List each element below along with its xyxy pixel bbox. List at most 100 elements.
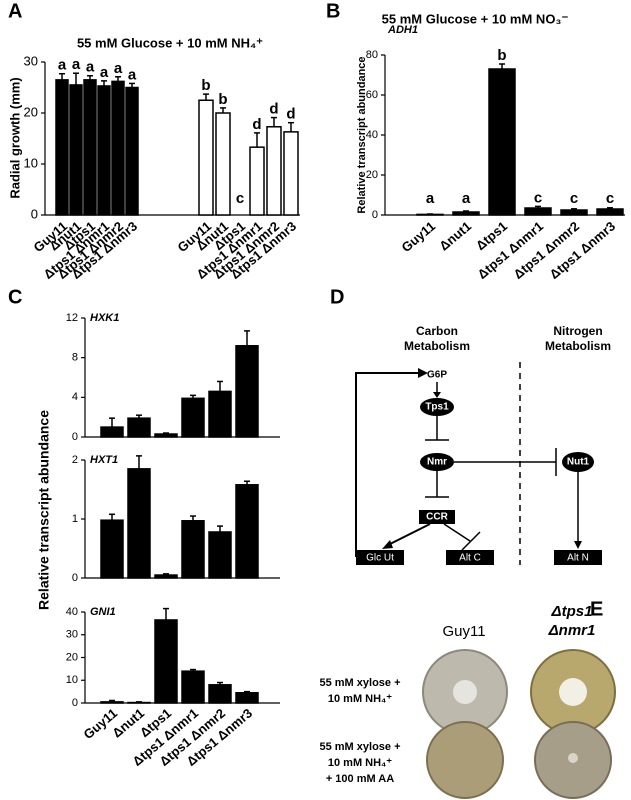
row-label: 10 mM NH₄⁺ xyxy=(328,693,392,705)
bar xyxy=(55,79,69,216)
bar xyxy=(198,99,214,216)
bar xyxy=(488,68,516,216)
plates: Guy11 Δtps1 Δnmr1 55 mM xylose + 10 mM N… xyxy=(319,603,616,799)
y-tick-label: 80 xyxy=(366,49,378,61)
bar xyxy=(215,112,231,216)
node: Glc Ut xyxy=(366,553,394,564)
bar xyxy=(596,208,624,216)
node: Tps1 xyxy=(425,402,449,413)
panel-letter: E xyxy=(590,598,603,620)
significance-letter: a xyxy=(426,190,435,207)
chart-title: 55 mM Glucose + 10 mM NH₄⁺ xyxy=(77,35,263,50)
arrow-head xyxy=(574,541,582,549)
bar xyxy=(69,84,83,216)
bar xyxy=(560,209,588,216)
bar xyxy=(208,531,232,579)
x-tick-label: Δnut1 xyxy=(436,218,474,253)
panel-letter: D xyxy=(330,286,344,308)
node: Nut1 xyxy=(567,457,590,468)
significance-letter: d xyxy=(252,116,261,133)
significance-letter: c xyxy=(534,189,542,206)
y-tick-label: 10 xyxy=(24,155,38,170)
y-tick-label: 1 xyxy=(72,513,78,525)
bar xyxy=(127,417,151,438)
bar xyxy=(100,519,124,579)
bar xyxy=(125,86,139,216)
y-tick-label: 20 xyxy=(24,104,38,119)
y-tick-label: 2 xyxy=(72,454,78,466)
bar xyxy=(181,520,205,579)
bar xyxy=(283,131,299,216)
bar xyxy=(524,207,552,216)
significance-letter: a xyxy=(86,59,95,76)
bar xyxy=(181,670,205,704)
y-tick-label: 0 xyxy=(72,572,78,584)
node-shape xyxy=(554,550,602,565)
significance-letter: b xyxy=(497,47,506,64)
x-tick-label: Guy11 xyxy=(399,218,439,255)
chart-title: 55 mM Glucose + 10 mM NO₃⁻ xyxy=(382,11,569,26)
bar xyxy=(235,484,259,579)
bar xyxy=(83,79,97,216)
bar xyxy=(100,701,124,704)
significance-letter: d xyxy=(286,106,295,123)
bar xyxy=(111,80,125,216)
diagram: Carbon Metabolism Nitrogen Metabolism G6… xyxy=(355,324,611,565)
label: Metabolism xyxy=(404,339,470,353)
y-tick-label: 40 xyxy=(366,129,378,141)
annotation: HXT1 xyxy=(90,454,118,466)
significance-letter: a xyxy=(128,66,137,83)
row-label: + 100 mM AA xyxy=(326,773,394,785)
y-tick-label: 8 xyxy=(72,352,78,364)
bar xyxy=(100,426,124,438)
significance-letter: d xyxy=(269,101,278,118)
significance-letter: a xyxy=(58,57,67,74)
row-label: 55 mM xylose + xyxy=(319,677,400,689)
y-tick-label: 0 xyxy=(72,697,78,709)
node-shape xyxy=(356,550,404,565)
bar xyxy=(235,692,259,704)
bar xyxy=(154,619,178,704)
bar xyxy=(208,684,232,704)
column-label: Guy11 xyxy=(442,623,485,640)
label: Nitrogen xyxy=(553,324,602,338)
y-axis-label: Relative transcript abundance xyxy=(356,56,368,213)
column-label: Δtps1 xyxy=(551,603,593,620)
y-tick-label: 12 xyxy=(66,312,78,324)
node-shape xyxy=(562,452,594,472)
node: CCR xyxy=(426,512,448,523)
bar xyxy=(154,433,178,438)
colony xyxy=(568,753,578,763)
row-label: 55 mM xylose + xyxy=(319,741,400,753)
significance-letter: a xyxy=(462,190,471,207)
annotation: HXK1 xyxy=(90,312,119,324)
y-tick-label: 4 xyxy=(72,391,78,403)
plate xyxy=(426,721,504,799)
arrow-head xyxy=(418,368,428,378)
panel-letter: B xyxy=(326,0,340,22)
significance-letter: b xyxy=(201,77,210,94)
colony xyxy=(559,678,587,706)
node: Alt C xyxy=(459,553,481,564)
y-tick-label: 0 xyxy=(31,206,38,221)
significance-letter: a xyxy=(72,56,81,73)
column-label: Δnmr1 xyxy=(548,622,596,639)
bar xyxy=(452,211,480,216)
node: G6P xyxy=(427,370,447,381)
y-tick-label: 30 xyxy=(24,53,38,68)
y-tick-label: 0 xyxy=(372,209,378,221)
y-tick-label: 30 xyxy=(66,629,78,641)
significance-letter: a xyxy=(100,64,109,81)
bar xyxy=(97,85,111,216)
node-shape xyxy=(420,453,454,471)
panel-letter: C xyxy=(8,286,22,308)
arrow xyxy=(387,523,431,546)
y-tick-label: 20 xyxy=(366,169,378,181)
bar xyxy=(249,146,265,216)
label: Metabolism xyxy=(545,339,611,353)
bar xyxy=(181,397,205,438)
node-shape xyxy=(420,398,454,416)
node: Nmr xyxy=(427,457,447,468)
significance-letter: c xyxy=(606,190,614,207)
